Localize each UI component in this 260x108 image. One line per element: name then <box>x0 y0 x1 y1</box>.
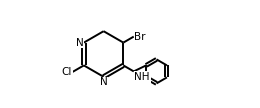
Text: Cl: Cl <box>61 67 72 77</box>
Text: N: N <box>100 77 107 87</box>
Text: NH: NH <box>134 72 150 82</box>
Text: Br: Br <box>134 32 146 42</box>
Text: N: N <box>75 38 83 48</box>
